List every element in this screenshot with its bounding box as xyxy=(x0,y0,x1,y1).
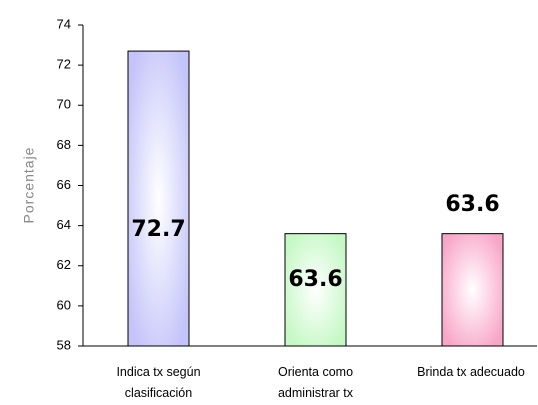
y-tick-label: 66 xyxy=(57,177,71,192)
value-label: 63.6 xyxy=(445,192,499,217)
bar xyxy=(127,50,190,347)
y-tick-label: 62 xyxy=(57,257,71,272)
bar xyxy=(284,233,347,347)
x-tick-label: Orienta como administrar tx xyxy=(277,365,354,400)
y-axis-label: Porcentaje xyxy=(21,147,37,224)
y-tick-label: 74 xyxy=(57,16,71,31)
value-label: 72.7 xyxy=(131,217,185,242)
y-tick-label: 60 xyxy=(57,297,71,312)
value-label: 63.6 xyxy=(288,267,342,292)
y-tick-label: 72 xyxy=(57,57,71,72)
y-tick-label: 70 xyxy=(57,97,71,112)
x-tick-label: Indica tx según clasificación xyxy=(116,365,201,400)
y-tick-label: 68 xyxy=(57,137,71,152)
y-tick-label: 64 xyxy=(57,217,71,232)
y-tick-label: 58 xyxy=(57,337,71,352)
bar xyxy=(441,233,504,347)
x-tick-label: Brinda tx adecuado xyxy=(417,365,525,379)
